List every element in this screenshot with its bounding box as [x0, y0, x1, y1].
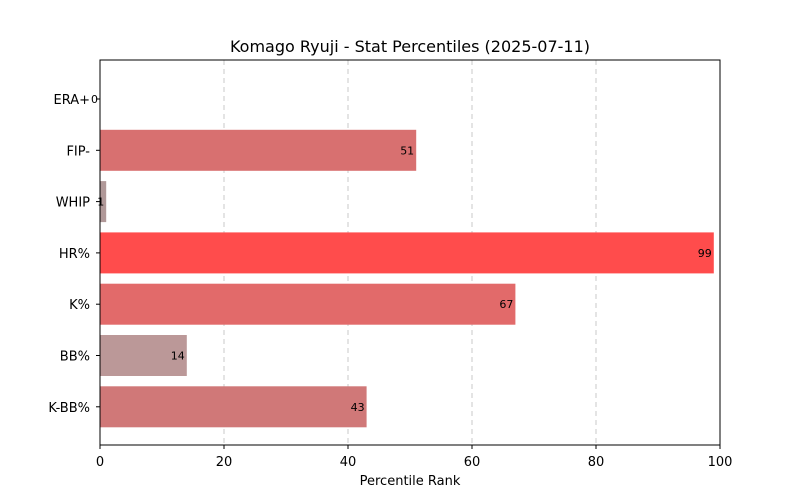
bar-hr- — [100, 232, 714, 274]
y-category-label: BB% — [60, 350, 90, 365]
bar-value-label: 1 — [97, 196, 104, 209]
bar-value-label: 43 — [351, 401, 365, 414]
bar-value-label: 67 — [499, 298, 513, 311]
x-axis-label: Percentile Rank — [360, 474, 461, 489]
bar-k-bb- — [100, 386, 367, 428]
x-axis: 0 20 40 60 80 100 — [96, 445, 733, 470]
x-tick-label: 0 — [96, 455, 104, 470]
bar-bb- — [100, 335, 187, 376]
x-tick-label: 60 — [464, 455, 481, 470]
y-category-label: K-BB% — [48, 401, 90, 416]
bar-value-label: 99 — [698, 247, 712, 260]
x-tick-label: 40 — [340, 455, 357, 470]
y-category-label: K% — [69, 298, 90, 313]
bar-k- — [100, 283, 516, 325]
bar-whip — [100, 181, 107, 223]
y-category-label: HR% — [59, 247, 90, 262]
x-tick-label: 20 — [216, 455, 233, 470]
bars — [100, 129, 714, 428]
y-category-label: FIP- — [66, 144, 90, 159]
bar-value-label: 0 — [91, 93, 98, 106]
y-category-label: WHIP — [56, 196, 90, 211]
chart-title: Komago Ryuji - Stat Percentiles (2025-07… — [230, 37, 590, 56]
bar-fip- — [100, 129, 417, 171]
bar-value-label: 14 — [171, 350, 185, 363]
y-category-label: ERA+ — [53, 93, 90, 108]
x-tick-label: 100 — [708, 455, 733, 470]
x-tick-label: 80 — [588, 455, 605, 470]
value-labels: 0 51 1 99 67 14 43 — [91, 93, 712, 414]
y-axis: ERA+ FIP- WHIP HR% K% BB% K-BB% — [48, 93, 100, 416]
bar-value-label: 51 — [400, 144, 414, 157]
